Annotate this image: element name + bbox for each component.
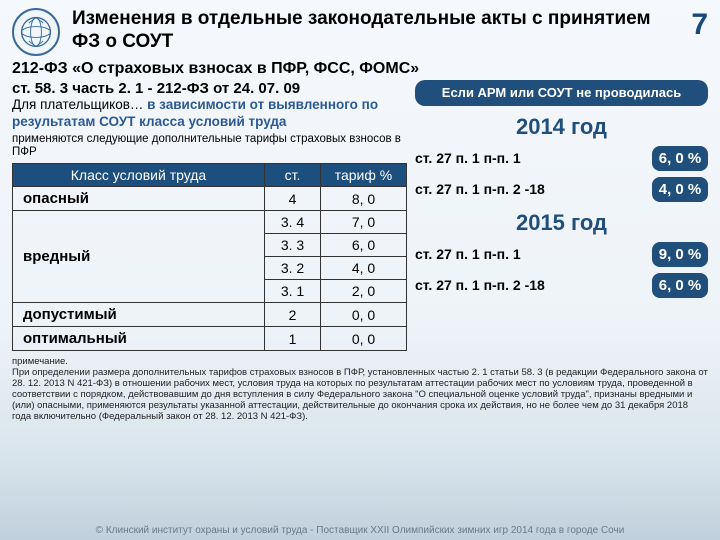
globe-icon	[18, 14, 54, 50]
st-cell: 2	[265, 303, 321, 327]
rate-ref: ст. 27 п. 1 п-п. 1	[415, 246, 646, 262]
class-cell: вредный	[13, 211, 265, 303]
rate-ref: ст. 27 п. 1 п-п. 2 -18	[415, 181, 646, 197]
article-line: ст. 58. 3 часть 2. 1 - 212-ФЗ от 24. 07.…	[12, 80, 407, 97]
table-row: допустимый 2 0, 0	[13, 303, 407, 327]
rate-badge: 4, 0 %	[652, 177, 708, 202]
tariff-cell: 2, 0	[321, 280, 407, 303]
rate-row: ст. 27 п. 1 п-п. 1 6, 0 %	[415, 146, 708, 171]
st-cell: 3. 1	[265, 280, 321, 303]
payers-line: Для плательщиков… в зависимости от выявл…	[12, 97, 407, 131]
th-tariff: тариф %	[321, 164, 407, 187]
tariff-cell: 4, 0	[321, 257, 407, 280]
rate-badge: 9, 0 %	[652, 242, 708, 267]
st-cell: 3. 4	[265, 211, 321, 234]
tariff-table: Класс условий труда ст. тариф % опасный …	[12, 163, 407, 351]
tariff-note: применяются следующие дополнительные тар…	[12, 133, 407, 159]
tariff-cell: 6, 0	[321, 234, 407, 257]
st-cell: 3. 2	[265, 257, 321, 280]
condition-badge: Если АРМ или СОУТ не проводилась	[415, 80, 708, 106]
rate-ref: ст. 27 п. 1 п-п. 2 -18	[415, 277, 646, 293]
left-column: ст. 58. 3 часть 2. 1 - 212-ФЗ от 24. 07.…	[12, 80, 407, 351]
right-column: Если АРМ или СОУТ не проводилась 2014 го…	[415, 80, 708, 351]
class-cell: допустимый	[13, 303, 265, 327]
st-cell: 3. 3	[265, 234, 321, 257]
page-title: Изменения в отдельные законодательные ак…	[72, 8, 683, 54]
year-2015: 2015 год	[415, 210, 708, 236]
th-class: Класс условий труда	[13, 164, 265, 187]
table-row: опасный 4 8, 0	[13, 187, 407, 211]
footnote-label: примечание.	[12, 356, 68, 367]
rate-row: ст. 27 п. 1 п-п. 1 9, 0 %	[415, 242, 708, 267]
payers-prefix: Для плательщиков…	[12, 97, 147, 112]
rate-row: ст. 27 п. 1 п-п. 2 -18 6, 0 %	[415, 273, 708, 298]
th-st: ст.	[265, 164, 321, 187]
rate-row: ст. 27 п. 1 п-п. 2 -18 4, 0 %	[415, 177, 708, 202]
st-cell: 1	[265, 327, 321, 351]
class-cell: опасный	[13, 187, 265, 211]
table-row: вредный 3. 4 7, 0	[13, 211, 407, 234]
logo-emblem	[12, 8, 60, 56]
footnote-text: При определении размера дополнительных т…	[12, 367, 708, 422]
table-row: оптимальный 1 0, 0	[13, 327, 407, 351]
rate-ref: ст. 27 п. 1 п-п. 1	[415, 150, 646, 166]
tariff-cell: 0, 0	[321, 303, 407, 327]
tariff-cell: 0, 0	[321, 327, 407, 351]
page-number: 7	[691, 8, 708, 42]
year-2014: 2014 год	[415, 114, 708, 140]
subtitle: 212-ФЗ «О страховых взносах в ПФР, ФСС, …	[0, 60, 720, 80]
tariff-cell: 7, 0	[321, 211, 407, 234]
st-cell: 4	[265, 187, 321, 211]
class-cell: оптимальный	[13, 327, 265, 351]
table-header-row: Класс условий труда ст. тариф %	[13, 164, 407, 187]
footer-credit: © Клинский институт охраны и условий тру…	[0, 525, 720, 536]
rate-badge: 6, 0 %	[652, 273, 708, 298]
footnote: примечание. При определении размера допо…	[0, 351, 720, 425]
rate-badge: 6, 0 %	[652, 146, 708, 171]
tariff-cell: 8, 0	[321, 187, 407, 211]
